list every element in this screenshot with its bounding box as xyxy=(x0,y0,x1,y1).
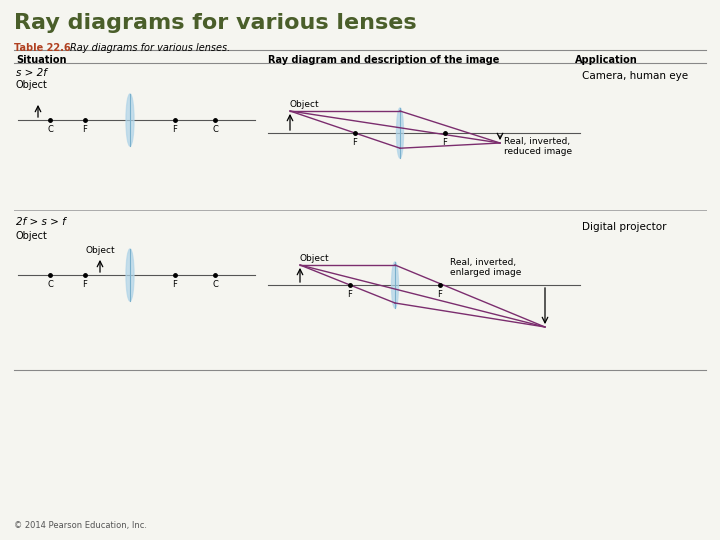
Text: C: C xyxy=(47,280,53,289)
Text: Digital projector: Digital projector xyxy=(582,222,667,232)
Text: 2f > s > f: 2f > s > f xyxy=(16,217,66,227)
Text: C: C xyxy=(212,280,218,289)
Text: F: F xyxy=(173,280,177,289)
Ellipse shape xyxy=(126,94,134,146)
Ellipse shape xyxy=(392,262,398,308)
Text: Object: Object xyxy=(85,246,114,255)
Text: Situation: Situation xyxy=(16,55,66,65)
Text: Camera, human eye: Camera, human eye xyxy=(582,71,688,81)
Text: Real, inverted,
enlarged image: Real, inverted, enlarged image xyxy=(450,258,521,277)
Text: Object: Object xyxy=(290,100,320,109)
Text: Ray diagram and description of the image: Ray diagram and description of the image xyxy=(268,55,500,65)
Text: Ray diagrams for various lenses: Ray diagrams for various lenses xyxy=(14,13,417,33)
Ellipse shape xyxy=(397,108,403,158)
Text: F: F xyxy=(443,138,447,147)
Text: F: F xyxy=(83,280,87,289)
Text: © 2014 Pearson Education, Inc.: © 2014 Pearson Education, Inc. xyxy=(14,521,147,530)
Text: Table 22.6: Table 22.6 xyxy=(14,43,71,53)
Text: Object: Object xyxy=(300,254,330,263)
Text: Application: Application xyxy=(575,55,638,65)
Text: F: F xyxy=(353,138,357,147)
Ellipse shape xyxy=(126,249,134,301)
Text: Object: Object xyxy=(16,231,48,241)
Text: F: F xyxy=(83,125,87,134)
Text: F: F xyxy=(173,125,177,134)
Text: Object: Object xyxy=(16,80,48,90)
Text: Real, inverted,
reduced image: Real, inverted, reduced image xyxy=(504,137,572,157)
Text: F: F xyxy=(438,290,442,299)
Text: F: F xyxy=(348,290,352,299)
Text: C: C xyxy=(47,125,53,134)
Text: C: C xyxy=(212,125,218,134)
Text: s > 2f: s > 2f xyxy=(16,68,47,78)
Text: Ray diagrams for various lenses.: Ray diagrams for various lenses. xyxy=(70,43,230,53)
